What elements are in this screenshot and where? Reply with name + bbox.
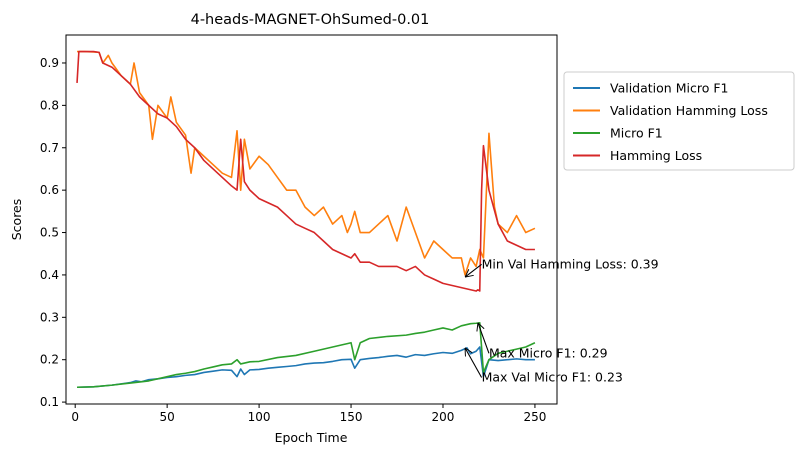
annotation-label: Max Micro F1: 0.29: [489, 345, 608, 360]
chart-title: 4-heads-MAGNET-OhSumed-0.01: [191, 12, 430, 28]
x-axis: 0 50 100 150 200 250: [71, 404, 546, 424]
y-tick-label: 0.2: [40, 353, 59, 367]
series-line-hamming-loss: [76, 50, 535, 292]
legend-label: Micro F1: [610, 126, 663, 141]
y-axis: 0.1 0.2 0.3 0.4 0.5 0.6 0.7 0.8 0.9: [40, 56, 66, 409]
x-tick-label: 50: [160, 410, 175, 424]
y-tick-label: 0.9: [40, 56, 59, 70]
legend: Validation Micro F1 Validation Hamming Lo…: [563, 71, 795, 171]
y-tick-label: 0.3: [40, 310, 59, 324]
x-tick-label: 0: [71, 410, 79, 424]
y-tick-label: 0.7: [40, 141, 59, 155]
series-line-micro-f1: [77, 322, 536, 389]
annotation-arrow: [478, 323, 490, 354]
annotation-label: Min Val Hamming Loss: 0.39: [482, 256, 659, 271]
y-tick-label: 0.4: [40, 268, 59, 282]
annotation-arrow: [465, 263, 482, 277]
y-tick-label: 0.1: [40, 395, 59, 409]
x-tick-label: 200: [432, 410, 455, 424]
plot-frame: [65, 34, 558, 405]
y-tick-label: 0.5: [40, 226, 59, 240]
legend-label: Validation Hamming Loss: [610, 103, 768, 118]
x-axis-label: Epoch Time: [275, 430, 348, 445]
x-tick-label: 100: [248, 410, 271, 424]
annotations: Min Val Hamming Loss: 0.39 Max Micro F1: …: [465, 256, 659, 385]
x-tick-label: 250: [523, 410, 546, 424]
annotation-arrow: [465, 348, 483, 378]
legend-label: Validation Micro F1: [610, 81, 728, 96]
series-line-validation-hamming-loss: [77, 50, 536, 276]
annotation-label: Max Val Micro F1: 0.23: [482, 370, 623, 385]
x-tick-label: 150: [340, 410, 363, 424]
y-tick-label: 0.6: [40, 183, 59, 197]
plot-lines: [76, 50, 536, 389]
y-tick-label: 0.8: [40, 98, 59, 112]
y-axis-label: Scores: [9, 199, 24, 241]
legend-label: Hamming Loss: [610, 148, 702, 163]
legend-box: [563, 71, 795, 171]
